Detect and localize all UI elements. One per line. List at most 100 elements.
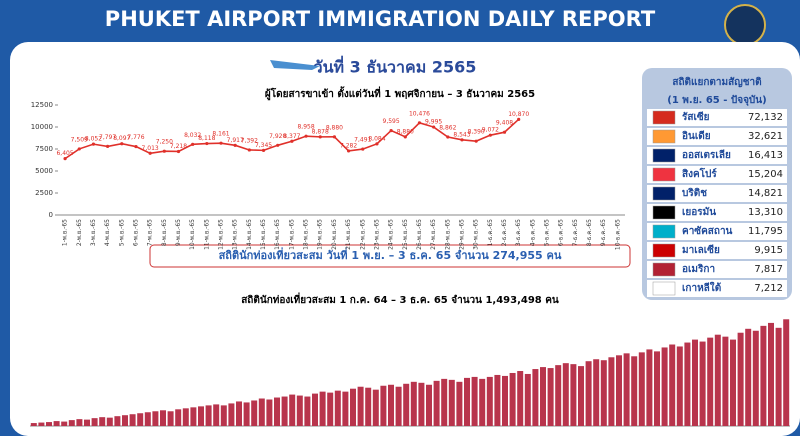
x-tick-label: 19-พ.ย.-65 bbox=[317, 219, 324, 250]
bar bbox=[433, 380, 440, 426]
point bbox=[474, 139, 478, 143]
point bbox=[134, 144, 138, 149]
point bbox=[290, 139, 294, 143]
bar bbox=[68, 420, 75, 426]
data-label: 10,476 bbox=[409, 110, 430, 117]
data-label: 7,917 bbox=[227, 137, 244, 144]
bar bbox=[91, 418, 98, 426]
point bbox=[417, 121, 422, 125]
bar bbox=[471, 376, 478, 426]
data-label: 7,491 bbox=[354, 137, 371, 144]
bar bbox=[365, 387, 372, 426]
bar bbox=[562, 363, 569, 426]
data-label: 8,880 bbox=[326, 124, 343, 131]
data-label: 7,797 bbox=[99, 134, 116, 141]
flag bbox=[652, 148, 676, 163]
x-tick-label: 3-พ.ย.-65 bbox=[90, 219, 97, 246]
flag bbox=[652, 224, 676, 239]
data-label: 7,282 bbox=[340, 142, 357, 149]
x-tick-label: 2-พ.ย.-65 bbox=[76, 219, 83, 246]
x-tick-label: 13-พ.ย.-65 bbox=[232, 219, 239, 250]
bar bbox=[182, 408, 189, 426]
country-count: 14,821 bbox=[748, 188, 783, 199]
x-tick-label: 30-พ.ย.-65 bbox=[473, 219, 480, 250]
x-tick-label: 17-พ.ย.-65 bbox=[288, 219, 295, 250]
x-tick-label: 4-พ.ย.-65 bbox=[104, 219, 111, 246]
bar bbox=[502, 375, 508, 426]
bar bbox=[486, 376, 493, 426]
data-label: 8,958 bbox=[297, 124, 314, 131]
point bbox=[261, 148, 266, 152]
data-label: 7,392 bbox=[241, 137, 258, 144]
data-label: 8,862 bbox=[439, 125, 456, 132]
bar bbox=[190, 407, 197, 426]
flag bbox=[652, 167, 676, 182]
data-label: 7,013 bbox=[142, 145, 159, 152]
point bbox=[517, 117, 521, 121]
bar bbox=[289, 394, 296, 426]
point bbox=[148, 151, 152, 155]
bar bbox=[243, 402, 250, 426]
bar bbox=[334, 390, 341, 426]
bar bbox=[395, 386, 402, 426]
point bbox=[120, 142, 124, 146]
x-tick-label: 10-พ.ย.-65 bbox=[189, 219, 196, 250]
bar bbox=[585, 361, 592, 426]
y-tick-label: 10000 bbox=[31, 123, 53, 131]
bar-chart-title: สถิตินักท่องเที่ยวสะสม 1 ก.ค. 64 – 3 ธ.ค… bbox=[241, 292, 559, 306]
y-tick-label: 0 bbox=[49, 211, 53, 219]
bar bbox=[775, 327, 782, 426]
bar bbox=[342, 391, 349, 426]
bar bbox=[266, 399, 273, 426]
y-tick-label: 5000 bbox=[35, 167, 53, 175]
bar bbox=[532, 369, 539, 426]
x-tick-label: 14-พ.ย.-65 bbox=[246, 219, 253, 250]
bar bbox=[623, 353, 630, 426]
flag bbox=[652, 205, 676, 220]
summary-text: สถิตินักท่องเที่ยวสะสม วันที่ 1 พ.ย. – 3… bbox=[219, 247, 562, 262]
bar bbox=[296, 395, 303, 426]
nationality-row bbox=[647, 204, 787, 221]
x-tick-label: 6-ธ.ค.-65 bbox=[558, 219, 565, 246]
x-tick-label: 26-พ.ย.-65 bbox=[416, 219, 423, 250]
bar bbox=[30, 423, 37, 426]
nationality-title: สถิติแยกตามสัญชาติ bbox=[672, 76, 761, 88]
nationality-row bbox=[647, 147, 787, 164]
bar bbox=[258, 398, 265, 426]
nationality-row bbox=[647, 166, 787, 183]
country-count: 9,915 bbox=[754, 245, 783, 256]
data-label: 7,345 bbox=[255, 142, 272, 149]
bar bbox=[441, 378, 448, 426]
bar bbox=[600, 360, 607, 426]
x-tick-label: 1-ธ.ค.-65 bbox=[487, 219, 494, 246]
bar bbox=[494, 374, 501, 426]
point bbox=[446, 135, 450, 139]
bar bbox=[661, 347, 668, 426]
bar bbox=[646, 349, 653, 426]
data-label: 8,097 bbox=[113, 135, 130, 142]
bar bbox=[684, 342, 691, 426]
bar bbox=[251, 400, 258, 426]
point bbox=[247, 148, 251, 152]
flag bbox=[652, 186, 676, 201]
bar bbox=[524, 373, 531, 426]
country-name: คาซัคสถาน bbox=[682, 225, 733, 237]
point bbox=[460, 138, 464, 142]
country-name: บริติช bbox=[682, 187, 707, 199]
bar bbox=[464, 377, 470, 426]
bar bbox=[46, 422, 52, 426]
report-date: วันที่ 3 ธันวาคม 2565 bbox=[314, 56, 477, 77]
x-tick-label: 24-พ.ย.-65 bbox=[388, 219, 395, 250]
point bbox=[219, 141, 223, 145]
bar bbox=[730, 339, 736, 426]
data-label: 8,084 bbox=[368, 135, 385, 142]
point bbox=[403, 135, 407, 139]
y-tick-label: 12500 bbox=[31, 101, 53, 109]
country-name: มาเลเซีย bbox=[682, 244, 720, 256]
bar bbox=[99, 417, 106, 426]
bar bbox=[669, 344, 676, 426]
country-count: 7,212 bbox=[754, 283, 783, 294]
bar bbox=[768, 322, 774, 426]
bar bbox=[205, 405, 212, 426]
bar bbox=[456, 381, 463, 426]
